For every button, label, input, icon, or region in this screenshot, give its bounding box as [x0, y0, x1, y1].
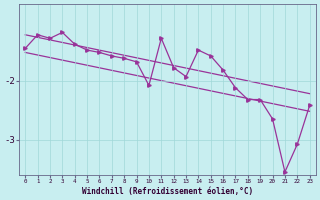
X-axis label: Windchill (Refroidissement éolien,°C): Windchill (Refroidissement éolien,°C) — [82, 187, 253, 196]
